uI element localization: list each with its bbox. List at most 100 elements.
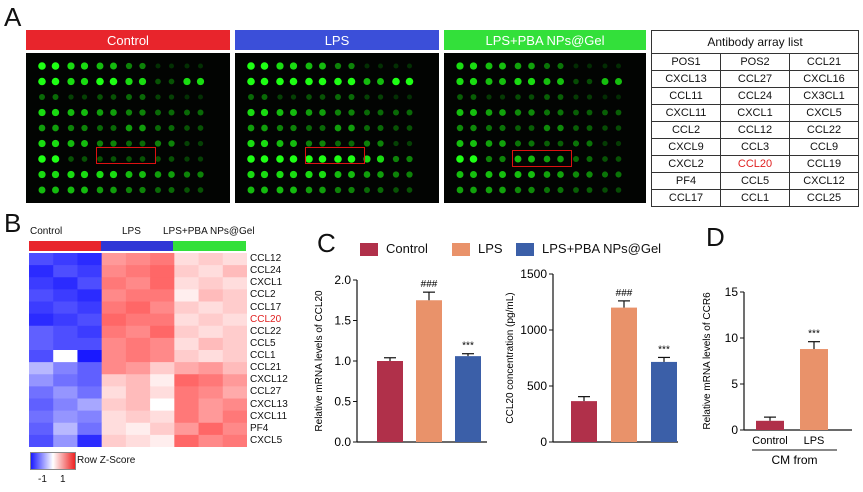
heatmap-cell	[198, 289, 224, 302]
y-tick-label: 15	[725, 285, 739, 299]
blot-spot	[347, 77, 356, 86]
heatmap-cell	[150, 313, 175, 327]
blot-spot	[572, 140, 580, 147]
blot-spot	[485, 155, 493, 163]
heatmap-cell	[150, 350, 175, 363]
blot-spot	[110, 94, 117, 100]
heatmap-cell	[150, 301, 175, 315]
blot-spot	[52, 186, 59, 194]
bar-lps	[611, 307, 637, 442]
blot-spot	[197, 125, 204, 131]
blot-spot	[319, 186, 326, 194]
blot-spot	[290, 124, 297, 132]
blot-spot	[499, 109, 506, 116]
blot-spot	[573, 125, 579, 131]
heatmap-cell	[222, 277, 247, 290]
heatmap-cell	[53, 398, 78, 412]
heatmap-row-label: CCL2	[250, 289, 276, 301]
blot-spot	[38, 139, 46, 148]
antibody-table-row: CXCL13 CCL27 CXCL16	[651, 70, 859, 88]
array-blot-treatment	[444, 53, 646, 203]
heatmap-cell	[150, 277, 175, 290]
heatmap-cell	[222, 253, 247, 266]
heatmap-cell	[29, 265, 54, 278]
blot-spot	[334, 62, 342, 70]
blot-spot	[470, 186, 477, 194]
blot-spot	[557, 62, 564, 70]
antibody-table-cell: CXCL11	[651, 104, 721, 122]
blot-spot	[514, 77, 522, 86]
blot-spot	[51, 155, 60, 163]
blot-spot	[38, 186, 46, 194]
blot-spot	[602, 140, 608, 147]
blot-spot	[97, 156, 103, 162]
panel-label-d: D	[706, 222, 725, 252]
heatmap-cell	[29, 434, 54, 447]
y-tick-label: 2.0	[334, 273, 351, 287]
blot-spot	[616, 94, 621, 100]
heatmap-row-label: CXCL12	[250, 374, 288, 386]
blot-spot	[470, 109, 477, 116]
blot-spot	[261, 186, 268, 194]
blot-spot	[276, 62, 284, 70]
heatmap-cell	[77, 325, 103, 339]
bar-control	[377, 361, 403, 442]
y-tick-label: 1.0	[334, 354, 351, 368]
heatmap-cell	[101, 313, 127, 327]
antibody-table-cell: CCL27	[720, 70, 790, 88]
blot-spot	[155, 63, 161, 69]
blot-spot	[51, 170, 60, 179]
blot-spot	[364, 125, 370, 131]
significance-marker: ###	[616, 288, 633, 299]
blot-spot	[197, 63, 204, 69]
blot-spot	[406, 140, 413, 147]
blot-spot	[289, 155, 298, 163]
heatmap-row-label: CCL12	[250, 253, 282, 265]
blot-spot	[469, 77, 478, 86]
blot-spot	[38, 62, 46, 70]
y-tick-label: 1000	[520, 323, 547, 337]
blot-spot	[319, 109, 326, 116]
blot-spot	[615, 109, 622, 116]
antibody-array-table: Antibody array list POS1 POS2 CCL21 CXCL13 C…	[651, 30, 859, 207]
blot-spot	[125, 124, 133, 132]
blot-spot	[514, 109, 522, 116]
heatmap-cell	[53, 325, 78, 339]
heatmap-cell	[174, 410, 200, 424]
blot-spot	[289, 62, 298, 70]
antibody-table-cell: CXCL2	[651, 155, 721, 173]
heatmap-cell	[174, 386, 200, 399]
blot-spot	[67, 109, 75, 116]
blot-spot	[586, 171, 593, 178]
heatmap-cell	[53, 289, 78, 302]
x-axis-label: CM from	[772, 453, 818, 467]
blot-spot	[393, 94, 399, 100]
blot-spot	[377, 125, 384, 131]
blot-spot	[155, 109, 161, 116]
heatmap-row-label: PF4	[250, 422, 269, 434]
blot-spot	[260, 108, 269, 117]
heatmap-cell	[174, 253, 200, 266]
heatmap-cell	[150, 362, 175, 375]
x-tick-label: Control	[752, 435, 787, 447]
blot-spot	[305, 140, 313, 147]
heatmap-cell	[150, 422, 175, 436]
blot-spot	[348, 94, 355, 100]
heatmap-row-label: CXCL11	[250, 410, 288, 422]
blot-spot	[363, 155, 371, 163]
blot-spot	[393, 187, 399, 193]
blot-spot	[197, 94, 204, 100]
heatmap-cell	[53, 350, 78, 363]
legend-swatch-treatment	[516, 243, 534, 256]
blot-spot	[334, 171, 342, 178]
blot-spot	[499, 186, 506, 194]
heatmap-cell	[125, 265, 151, 278]
blot-spot	[528, 171, 535, 178]
significance-marker: ***	[808, 329, 820, 340]
antibody-table-cell: PF4	[651, 172, 721, 190]
blot-spot	[469, 155, 478, 163]
blot-spot	[139, 186, 146, 194]
blot-spot	[602, 125, 608, 131]
blot-spot	[276, 124, 284, 132]
blot-spot	[586, 125, 593, 131]
